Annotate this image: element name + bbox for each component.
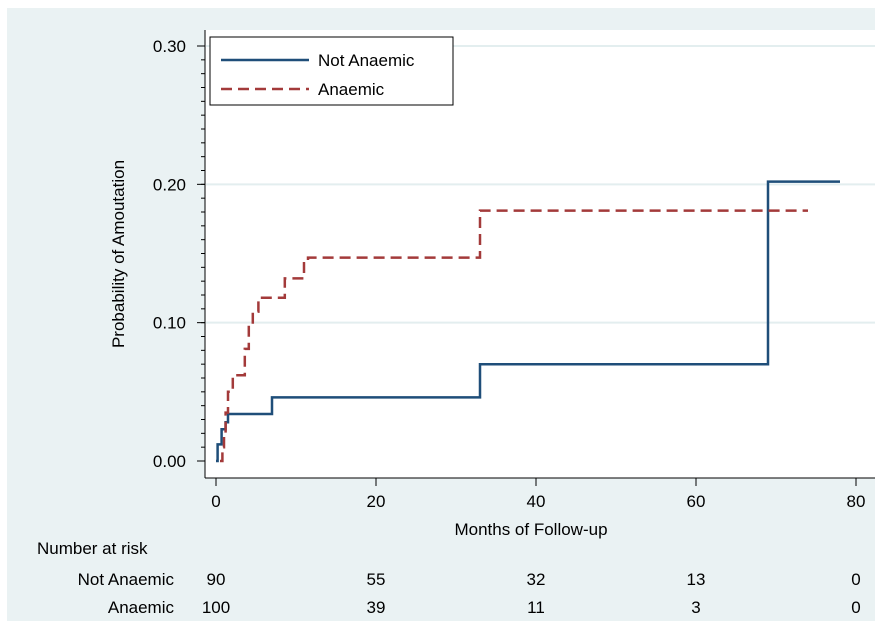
risk-value-0-0: 90 <box>207 570 226 589</box>
risk-value-1-4: 0 <box>851 598 860 617</box>
risk-row-label-not-anaemic: Not Anaemic <box>78 570 175 589</box>
risk-value-1-3: 3 <box>691 598 700 617</box>
y-tick-label-1: 0.10 <box>153 314 186 333</box>
y-tick-label-0: 0.00 <box>153 452 186 471</box>
x-axis-label: Months of Follow-up <box>454 520 607 539</box>
risk-values: 90 55 32 13 0 100 39 11 3 0 <box>202 570 861 617</box>
risk-row-label-anaemic: Anaemic <box>108 598 175 617</box>
y-axis-label: Probability of Amoutation <box>109 160 128 348</box>
legend-label-anaemic: Anaemic <box>318 80 385 99</box>
x-tick-label-3: 60 <box>687 492 706 511</box>
risk-value-0-2: 32 <box>527 570 546 589</box>
risk-value-1-2: 11 <box>527 598 545 617</box>
risk-table: Number at risk Not Anaemic Anaemic 90 55 3… <box>37 539 861 617</box>
y-axis-ticks: 0.00 0.10 0.20 0.30 <box>153 37 205 471</box>
risk-table-title: Number at risk <box>37 539 148 558</box>
x-axis-ticks: 0 20 40 60 80 <box>211 478 865 511</box>
x-tick-label-4: 80 <box>847 492 866 511</box>
risk-value-0-1: 55 <box>367 570 386 589</box>
x-tick-label-2: 40 <box>527 492 546 511</box>
risk-value-0-3: 13 <box>687 570 706 589</box>
risk-value-1-1: 39 <box>367 598 386 617</box>
y-tick-label-3: 0.30 <box>153 37 186 56</box>
legend-label-not-anaemic: Not Anaemic <box>318 51 415 70</box>
legend: Not Anaemic Anaemic <box>210 37 453 105</box>
risk-value-1-0: 100 <box>202 598 230 617</box>
x-tick-label-1: 20 <box>367 492 386 511</box>
x-tick-label-0: 0 <box>211 492 220 511</box>
risk-value-0-4: 0 <box>851 570 860 589</box>
y-tick-label-2: 0.20 <box>153 175 186 194</box>
